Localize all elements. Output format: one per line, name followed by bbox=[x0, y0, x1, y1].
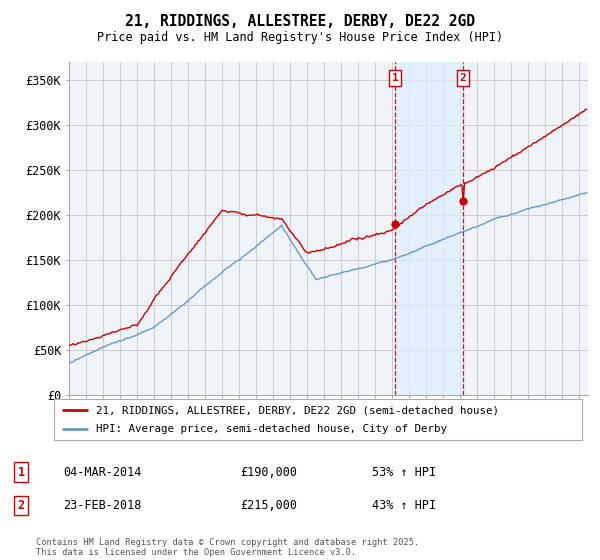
Text: 21, RIDDINGS, ALLESTREE, DERBY, DE22 2GD (semi-detached house): 21, RIDDINGS, ALLESTREE, DERBY, DE22 2GD… bbox=[96, 405, 499, 415]
Text: 1: 1 bbox=[392, 73, 398, 83]
Text: 53% ↑ HPI: 53% ↑ HPI bbox=[372, 465, 436, 479]
Bar bbox=[395, 62, 463, 395]
Text: £190,000: £190,000 bbox=[240, 465, 297, 479]
Text: 23-FEB-2018: 23-FEB-2018 bbox=[63, 499, 142, 512]
Text: 2: 2 bbox=[17, 499, 25, 512]
Text: 1: 1 bbox=[17, 465, 25, 479]
Text: Contains HM Land Registry data © Crown copyright and database right 2025.
This d: Contains HM Land Registry data © Crown c… bbox=[36, 538, 419, 557]
Text: 43% ↑ HPI: 43% ↑ HPI bbox=[372, 499, 436, 512]
Text: 21, RIDDINGS, ALLESTREE, DERBY, DE22 2GD: 21, RIDDINGS, ALLESTREE, DERBY, DE22 2GD bbox=[125, 14, 475, 29]
Text: 2: 2 bbox=[460, 73, 466, 83]
Text: Price paid vs. HM Land Registry's House Price Index (HPI): Price paid vs. HM Land Registry's House … bbox=[97, 31, 503, 44]
Text: HPI: Average price, semi-detached house, City of Derby: HPI: Average price, semi-detached house,… bbox=[96, 424, 447, 433]
Text: 04-MAR-2014: 04-MAR-2014 bbox=[63, 465, 142, 479]
Text: £215,000: £215,000 bbox=[240, 499, 297, 512]
